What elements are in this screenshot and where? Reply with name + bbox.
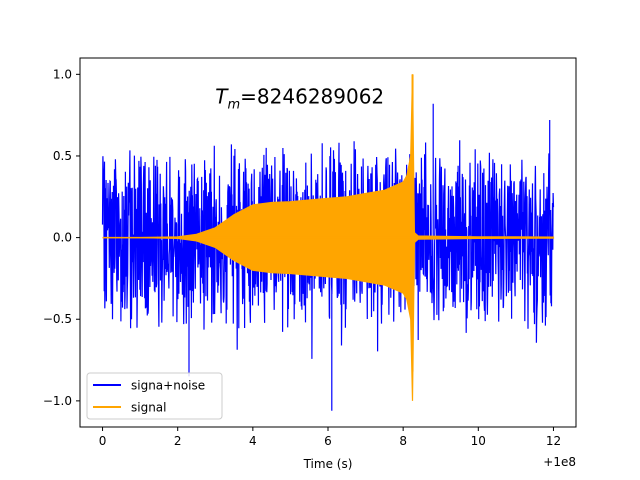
x-tick-label: 4	[249, 434, 257, 448]
y-tick-label: 0.0	[53, 231, 72, 245]
legend-label-signal: signal	[131, 401, 167, 415]
annotation-subscript: m	[227, 98, 240, 113]
x-axis-label: Time (s)	[303, 457, 353, 471]
y-tick-label: 1.0	[53, 67, 72, 81]
y-tick-label: 0.5	[53, 149, 72, 163]
annotation-symbol: T	[215, 85, 229, 109]
series-layer	[101, 74, 555, 411]
legend: signa+noise signal	[86, 372, 223, 420]
x-offset-label: +1e8	[543, 455, 576, 469]
tm-annotation: Tm=8246289062	[215, 85, 384, 113]
y-tick-label: −0.5	[43, 312, 72, 326]
x-tick-label: 2	[174, 434, 182, 448]
annotation-value: =8246289062	[240, 85, 384, 109]
x-tick-label: 0	[99, 434, 107, 448]
x-tick-label: 10	[471, 434, 486, 448]
x-tick-label: 6	[324, 434, 332, 448]
x-tick-label: 12	[546, 434, 561, 448]
legend-label-signal-noise: signa+noise	[131, 379, 205, 393]
y-tick-label: −1.0	[43, 394, 72, 408]
x-tick-label: 8	[399, 434, 407, 448]
axes-layer: 0 2 4 6 8 10 12 −1.0 −0.5 0.0 0.5 1.0	[43, 67, 561, 448]
